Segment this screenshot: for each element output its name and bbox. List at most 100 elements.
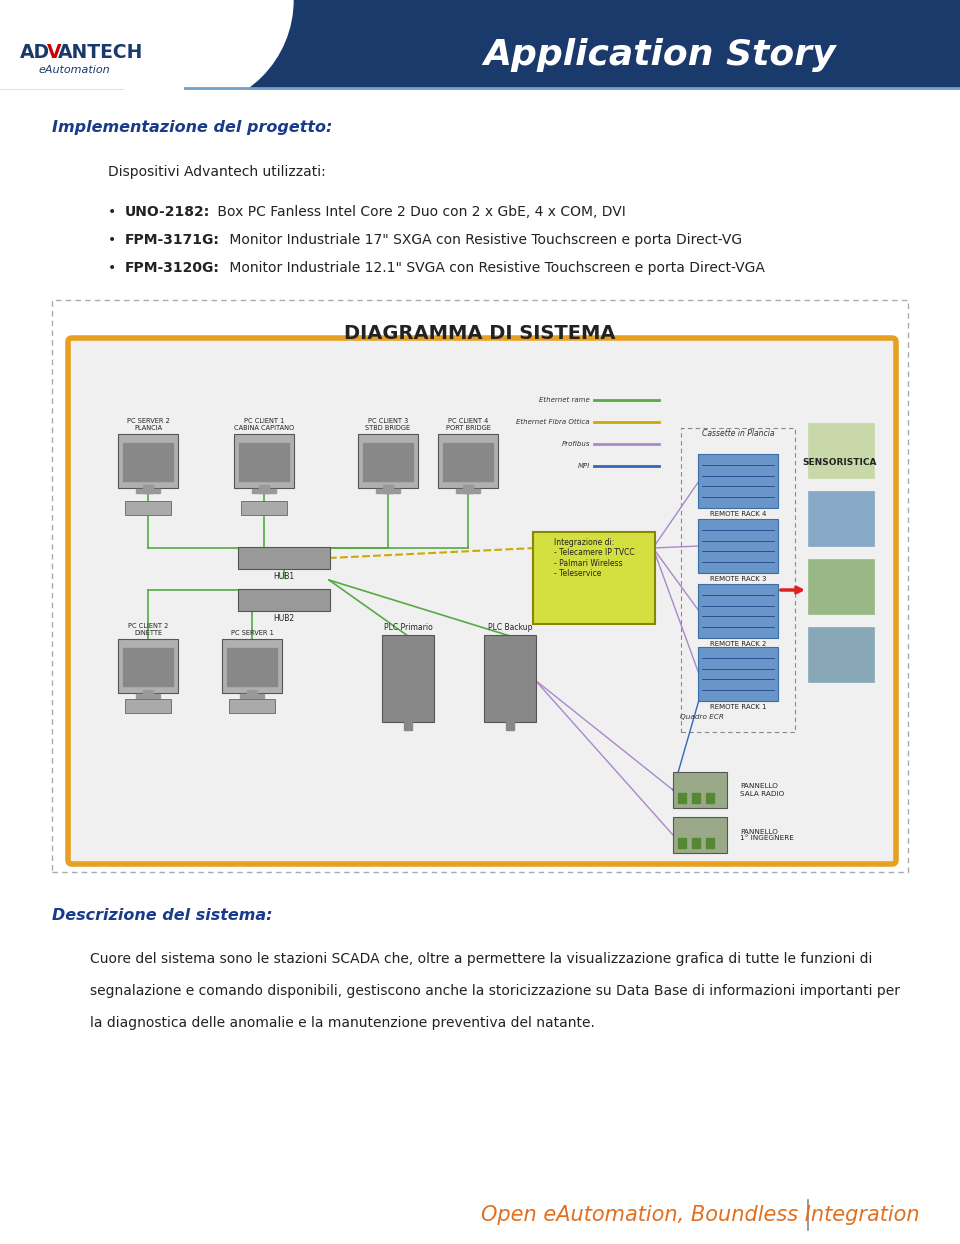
Circle shape bbox=[77, 0, 293, 108]
Bar bbox=[136, 489, 160, 493]
Text: V: V bbox=[47, 42, 61, 61]
Text: •: • bbox=[108, 261, 116, 275]
FancyBboxPatch shape bbox=[238, 547, 330, 569]
FancyBboxPatch shape bbox=[358, 434, 418, 488]
Bar bbox=[143, 485, 153, 493]
Text: HUB2: HUB2 bbox=[274, 615, 295, 623]
Text: FPM-3171G:: FPM-3171G: bbox=[125, 233, 220, 248]
FancyBboxPatch shape bbox=[52, 300, 908, 872]
Bar bbox=[678, 838, 686, 848]
Text: PC CLIENT 1
CABINA CAPITANO: PC CLIENT 1 CABINA CAPITANO bbox=[234, 418, 294, 430]
Text: REMOTE RACK 1: REMOTE RACK 1 bbox=[709, 704, 766, 710]
Text: Dispositivi Advantech utilizzati:: Dispositivi Advantech utilizzati: bbox=[108, 165, 325, 179]
Bar bbox=[692, 792, 700, 802]
Bar bbox=[247, 690, 257, 698]
FancyBboxPatch shape bbox=[533, 532, 655, 624]
Text: Application Story: Application Story bbox=[484, 39, 836, 72]
FancyBboxPatch shape bbox=[698, 647, 778, 702]
Text: Open eAutomation, Boundless Integration: Open eAutomation, Boundless Integration bbox=[481, 1205, 920, 1225]
Text: PANNELLO
SALA RADIO: PANNELLO SALA RADIO bbox=[740, 784, 784, 796]
Text: AD: AD bbox=[20, 42, 50, 61]
FancyBboxPatch shape bbox=[438, 434, 498, 488]
Text: REMOTE RACK 2: REMOTE RACK 2 bbox=[709, 641, 766, 647]
Bar bbox=[0, 0, 960, 88]
Text: ANTECH: ANTECH bbox=[58, 42, 143, 61]
FancyBboxPatch shape bbox=[698, 519, 778, 573]
Text: FPM-3120G:: FPM-3120G: bbox=[125, 261, 220, 275]
Text: PANNELLO
1° INGEGNERE: PANNELLO 1° INGEGNERE bbox=[740, 829, 794, 841]
FancyBboxPatch shape bbox=[241, 501, 287, 515]
Text: •: • bbox=[108, 205, 116, 219]
Text: PC CLIENT 2
DINETTE: PC CLIENT 2 DINETTE bbox=[128, 623, 168, 636]
Bar bbox=[808, 423, 874, 478]
FancyBboxPatch shape bbox=[229, 699, 275, 713]
Text: HUB1: HUB1 bbox=[274, 572, 295, 581]
Bar bbox=[692, 838, 700, 848]
Text: •: • bbox=[108, 233, 116, 248]
Text: SENSORISTICA: SENSORISTICA bbox=[803, 458, 877, 466]
FancyBboxPatch shape bbox=[125, 501, 171, 515]
Text: Box PC Fanless Intel Core 2 Duo con 2 x GbE, 4 x COM, DVI: Box PC Fanless Intel Core 2 Duo con 2 x … bbox=[213, 205, 626, 219]
FancyBboxPatch shape bbox=[118, 639, 178, 693]
Bar bbox=[0, 0, 178, 88]
Bar bbox=[143, 690, 153, 698]
Text: Implementazione del progetto:: Implementazione del progetto: bbox=[52, 119, 332, 136]
FancyBboxPatch shape bbox=[234, 434, 294, 488]
FancyBboxPatch shape bbox=[673, 773, 727, 809]
Bar bbox=[252, 489, 276, 493]
Text: PC SERVER 1: PC SERVER 1 bbox=[230, 629, 274, 636]
Text: Quadro ECR: Quadro ECR bbox=[680, 714, 724, 720]
Bar bbox=[808, 627, 874, 682]
Bar bbox=[808, 559, 874, 615]
FancyBboxPatch shape bbox=[125, 699, 171, 713]
Bar bbox=[706, 838, 714, 848]
Text: Ethernet rame: Ethernet rame bbox=[540, 397, 590, 403]
Text: DIAGRAMMA DI SISTEMA: DIAGRAMMA DI SISTEMA bbox=[345, 323, 615, 343]
Text: PLC Backup: PLC Backup bbox=[488, 623, 532, 632]
Bar bbox=[228, 648, 276, 685]
Text: PC SERVER 2
PLANCIA: PC SERVER 2 PLANCIA bbox=[127, 418, 169, 430]
Text: PC CLIENT 4
PORT BRIDGE: PC CLIENT 4 PORT BRIDGE bbox=[445, 418, 491, 430]
Text: segnalazione e comando disponibili, gestiscono anche la storicizzazione su Data : segnalazione e comando disponibili, gest… bbox=[90, 984, 900, 998]
FancyBboxPatch shape bbox=[118, 434, 178, 488]
Bar bbox=[678, 792, 686, 802]
Text: Monitor Industriale 17" SXGA con Resistive Touchscreen e porta Direct-VG: Monitor Industriale 17" SXGA con Resisti… bbox=[225, 233, 742, 248]
Text: MPI: MPI bbox=[578, 463, 590, 469]
FancyBboxPatch shape bbox=[238, 588, 330, 611]
Bar bbox=[363, 443, 413, 480]
Bar bbox=[123, 443, 173, 480]
FancyBboxPatch shape bbox=[68, 338, 896, 865]
Text: Cassette in Plancia: Cassette in Plancia bbox=[702, 429, 775, 438]
Text: la diagnostica delle anomalie e la manutenzione preventiva del natante.: la diagnostica delle anomalie e la manut… bbox=[90, 1016, 595, 1030]
FancyBboxPatch shape bbox=[222, 639, 282, 693]
Text: Descrizione del sistema:: Descrizione del sistema: bbox=[52, 908, 273, 923]
Text: eAutomation: eAutomation bbox=[38, 65, 109, 75]
Bar bbox=[136, 694, 160, 698]
Bar bbox=[240, 694, 264, 698]
Bar bbox=[383, 485, 393, 493]
Text: Cuore del sistema sono le stazioni SCADA che, oltre a permettere la visualizzazi: Cuore del sistema sono le stazioni SCADA… bbox=[90, 952, 873, 967]
Bar bbox=[123, 648, 173, 685]
Text: Ethernet Fibra Ottica: Ethernet Fibra Ottica bbox=[516, 419, 590, 425]
Bar bbox=[259, 485, 269, 493]
Text: PC CLIENT 3
STBD BRIDGE: PC CLIENT 3 STBD BRIDGE bbox=[366, 418, 411, 430]
Text: Monitor Industriale 12.1" SVGA con Resistive Touchscreen e porta Direct-VGA: Monitor Industriale 12.1" SVGA con Resis… bbox=[225, 261, 765, 275]
Bar bbox=[808, 491, 874, 546]
Bar bbox=[456, 489, 480, 493]
Text: Integrazione di:
- Telecamere IP TVCC
- Palmari Wireless
- Teleservice: Integrazione di: - Telecamere IP TVCC - … bbox=[554, 537, 635, 578]
FancyBboxPatch shape bbox=[673, 817, 727, 853]
Text: Profibus: Profibus bbox=[562, 442, 590, 447]
Bar bbox=[463, 485, 473, 493]
Text: PLC Primario: PLC Primario bbox=[384, 623, 432, 632]
Bar bbox=[706, 792, 714, 802]
FancyBboxPatch shape bbox=[382, 634, 434, 722]
Text: REMOTE RACK 3: REMOTE RACK 3 bbox=[709, 576, 766, 582]
Bar bbox=[239, 443, 289, 480]
FancyBboxPatch shape bbox=[484, 634, 536, 722]
Text: REMOTE RACK 4: REMOTE RACK 4 bbox=[709, 511, 766, 518]
Bar bbox=[444, 443, 492, 480]
Text: UNO-2182:: UNO-2182: bbox=[125, 205, 210, 219]
Bar bbox=[506, 700, 514, 730]
Bar bbox=[404, 700, 412, 730]
Bar bbox=[376, 489, 400, 493]
